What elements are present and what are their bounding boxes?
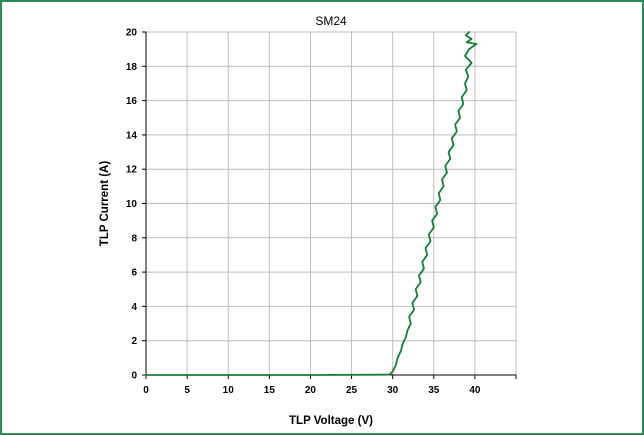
y-tick-label: 14: [126, 130, 138, 141]
x-tick-label: 0: [143, 385, 149, 396]
x-axis-title: TLP Voltage (V): [289, 415, 373, 427]
y-tick-label: 12: [126, 165, 138, 176]
series-line-0: [145, 31, 478, 376]
y-tick-label: 16: [126, 96, 138, 107]
y-axis-title: TLP Current (A): [99, 161, 111, 247]
x-tick-label: 5: [184, 385, 190, 396]
y-tick-label: 10: [126, 199, 138, 210]
y-tick-label: 0: [131, 371, 137, 382]
y-tick-label: 6: [131, 268, 137, 279]
y-tick-label: 2: [131, 336, 137, 347]
y-tick-label: 20: [126, 28, 138, 39]
x-tick-label: 20: [305, 385, 317, 396]
x-tick-label: 30: [387, 385, 399, 396]
y-tick-label: 8: [131, 233, 137, 244]
x-tick-label: 10: [223, 385, 235, 396]
y-tick-label: 4: [131, 302, 137, 313]
y-tick-label: 18: [126, 62, 138, 73]
x-tick-label: 25: [346, 385, 358, 396]
series-layer: [145, 31, 478, 376]
tick-labels: 0 5 10 15 20 25 30 35 40 0 2 4 6 8 10 12 14 16 18 20: [126, 28, 481, 397]
x-tick-label: 35: [428, 385, 440, 396]
grid-lines: [146, 31, 517, 375]
x-tick-label: 40: [469, 385, 481, 396]
chart-title: SM24: [315, 14, 347, 28]
x-tick-label: 15: [264, 385, 276, 396]
